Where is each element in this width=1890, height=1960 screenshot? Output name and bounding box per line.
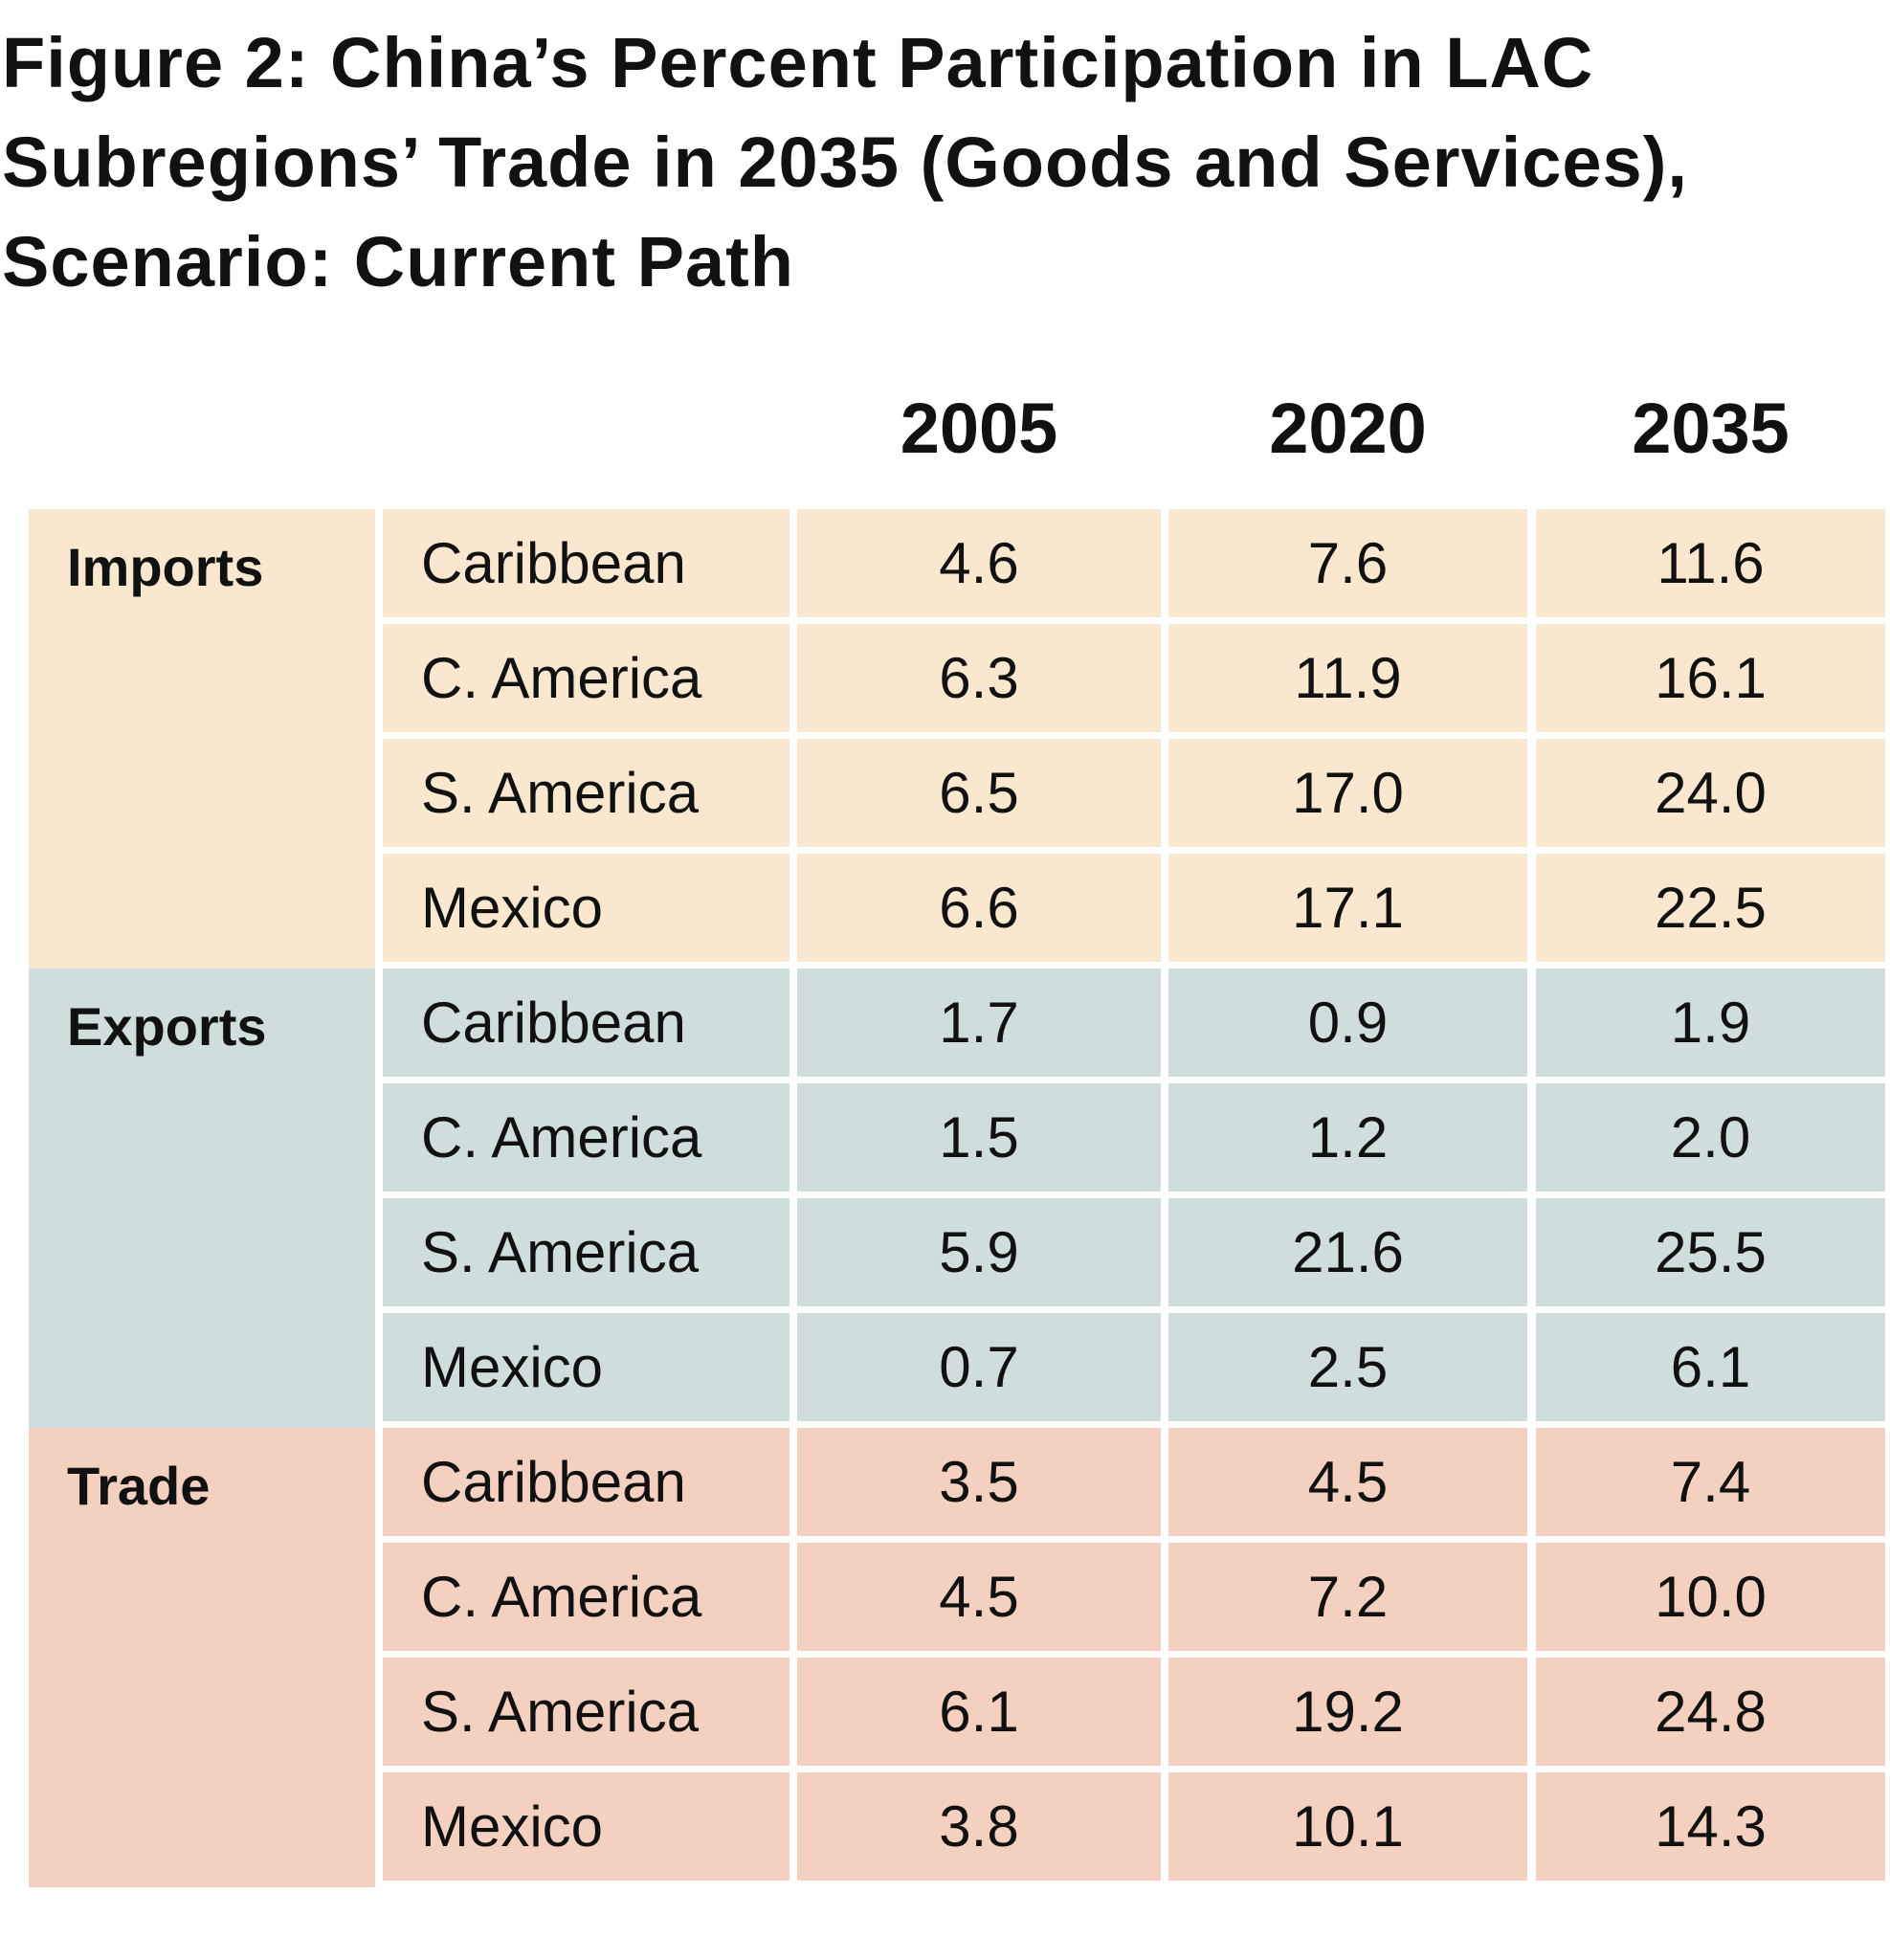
group-label: Imports [29,509,375,969]
value-cell: 1.9 [1536,969,1885,1077]
value-cell: 4.5 [1168,1428,1527,1536]
value-cell: 5.9 [797,1198,1161,1306]
column-header: 2035 [1632,389,1790,468]
value-cell: 2.5 [1168,1313,1527,1421]
value-cell: 7.6 [1168,509,1527,617]
value-cell: 4.6 [797,509,1161,617]
value-cell: 22.5 [1536,854,1885,962]
value-cell: 11.9 [1168,624,1527,732]
value-cell: 6.1 [797,1658,1161,1766]
value-cell: 10.0 [1536,1543,1885,1651]
value-cell: 24.0 [1536,739,1885,847]
value-cell: 6.1 [1536,1313,1885,1421]
region-cell: S. America [383,1198,789,1306]
region-cell: Caribbean [383,1428,789,1536]
column-header: 2020 [1269,389,1427,468]
region-cell: Mexico [383,1313,789,1421]
value-cell: 1.7 [797,969,1161,1077]
value-cell: 1.2 [1168,1083,1527,1192]
value-cell: 25.5 [1536,1198,1885,1306]
value-cell: 6.5 [797,739,1161,847]
value-cell: 3.8 [797,1772,1161,1881]
value-cell: 0.7 [797,1313,1161,1421]
value-cell: 7.2 [1168,1543,1527,1651]
value-cell: 0.9 [1168,969,1527,1077]
region-cell: S. America [383,1658,789,1766]
region-cell: C. America [383,1543,789,1651]
region-cell: Caribbean [383,509,789,617]
value-cell: 3.5 [797,1428,1161,1536]
value-cell: 4.5 [797,1543,1161,1651]
value-cell: 14.3 [1536,1772,1885,1881]
region-cell: S. America [383,739,789,847]
region-cell: Caribbean [383,969,789,1077]
value-cell: 21.6 [1168,1198,1527,1306]
value-cell: 6.6 [797,854,1161,962]
column-header: 2005 [900,389,1058,468]
region-cell: C. America [383,624,789,732]
value-cell: 2.0 [1536,1083,1885,1192]
value-cell: 17.1 [1168,854,1527,962]
group-label: Exports [29,969,375,1428]
group-label: Trade [29,1428,375,1887]
value-cell: 6.3 [797,624,1161,732]
region-cell: Mexico [383,854,789,962]
title: Figure 2: China’s Percent Participation … [2,23,1688,301]
value-cell: 16.1 [1536,624,1885,732]
value-cell: 24.8 [1536,1658,1885,1766]
value-cell: 7.4 [1536,1428,1885,1536]
value-cell: 1.5 [797,1083,1161,1192]
region-cell: C. America [383,1083,789,1192]
region-cell: Mexico [383,1772,789,1881]
value-cell: 19.2 [1168,1658,1527,1766]
value-cell: 17.0 [1168,739,1527,847]
value-cell: 11.6 [1536,509,1885,617]
value-cell: 10.1 [1168,1772,1527,1881]
